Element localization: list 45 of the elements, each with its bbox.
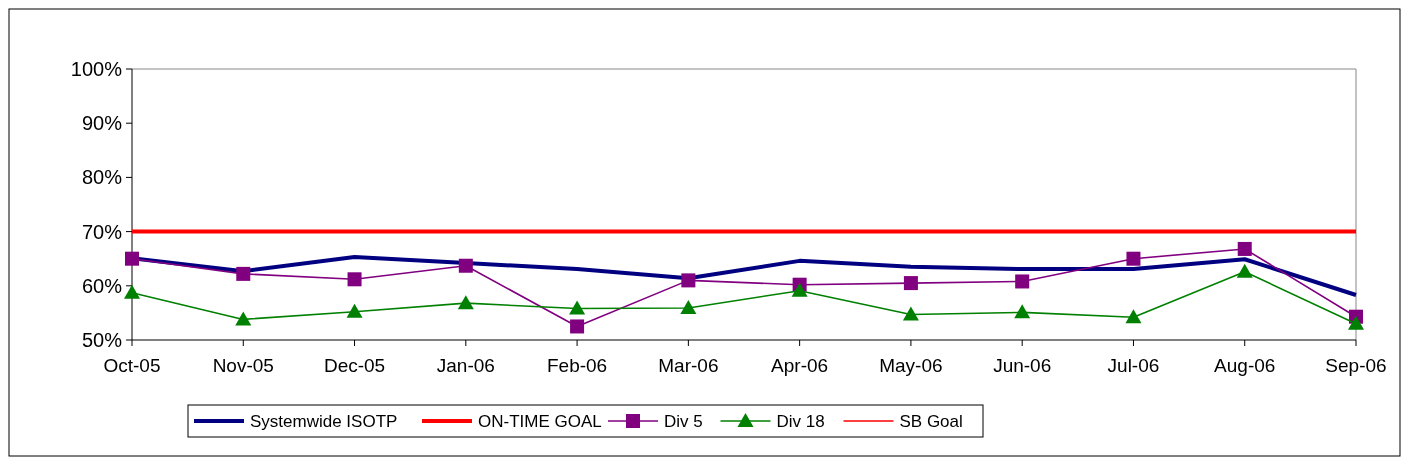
x-tick-label: Jan-06 [436,355,495,376]
point [1236,263,1253,278]
point [236,266,251,281]
legend-label: ON-TIME GOAL [478,411,602,431]
x-tick-label: Jul-06 [1107,355,1160,376]
x-tick-label: May-06 [879,355,943,376]
point [1014,304,1031,319]
point [1348,315,1364,330]
y-tick-label: 80% [81,166,123,189]
point [125,251,139,266]
point [1237,241,1252,256]
point [681,273,696,288]
point [1015,274,1030,289]
y-tick-label: 100% [70,58,123,80]
x-tick-label: Dec-05 [323,355,386,376]
x-tick-label: Sep-06 [1325,355,1387,376]
legend-label: Systemwide ISOTP [250,411,398,431]
x-tick-label: Nov-05 [212,355,274,376]
point [457,295,474,310]
y-tick-label: 60% [81,274,123,297]
x-tick-label: Feb-06 [546,355,608,376]
y-tick-label: 90% [81,112,123,135]
legend-label: Div 5 [664,411,703,431]
x-tick-label: Aug-06 [1214,355,1276,376]
point [791,282,808,297]
point [903,276,918,291]
x-tick-label: Mar-06 [658,355,719,376]
point [124,284,140,299]
point [458,258,473,273]
point [347,272,362,287]
legend-label: Div 18 [776,411,825,431]
point [570,319,585,334]
x-tick-label: Apr-06 [771,355,829,376]
point [346,303,363,318]
point [1125,309,1142,324]
point [1126,251,1141,266]
y-tick-label: 70% [81,220,123,243]
point [569,300,586,315]
legend-label: SB Goal [899,411,963,431]
x-tick-label: Jun-06 [993,355,1052,376]
point [902,306,919,321]
y-tick-label: 50% [81,329,123,351]
x-tick-label: Oct-05 [103,355,161,376]
point [235,311,252,326]
point [680,300,697,315]
